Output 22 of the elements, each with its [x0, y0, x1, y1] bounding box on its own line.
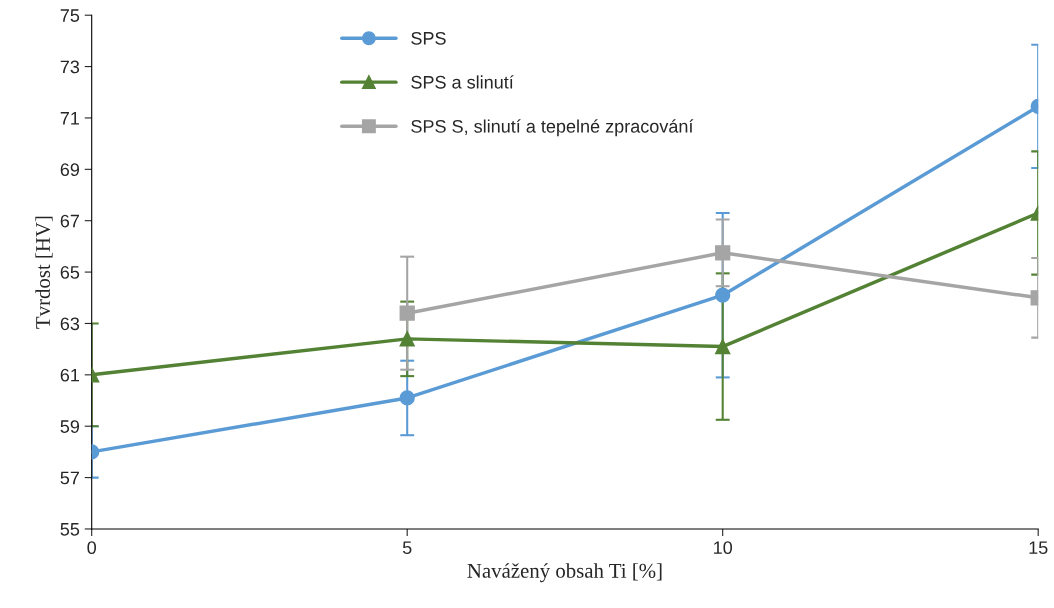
legend-label: SPS — [411, 31, 446, 45]
x-axis-title: Navážený obsah Ti [%] — [467, 563, 662, 583]
legend-label: SPS a slinutí — [411, 75, 514, 89]
y-tick-label: 57 — [60, 471, 79, 485]
x-tick-label: 5 — [402, 541, 412, 555]
y-tick-label: 75 — [60, 9, 80, 22]
y-tick-label: 71 — [60, 112, 80, 125]
point — [715, 245, 731, 261]
y-tick-label: 69 — [60, 163, 80, 177]
y-tick-label: 73 — [60, 60, 80, 74]
y-tick-label: 67 — [60, 214, 79, 228]
y-tick-label: 55 — [60, 523, 80, 536]
legend-label: SPS S, slinutí a tepelné zpracování — [411, 119, 694, 137]
point — [399, 305, 415, 321]
x-tick-label: 10 — [714, 541, 733, 555]
x-tick-label: 0 — [87, 541, 97, 555]
y-tick-label: 63 — [60, 317, 80, 331]
y-axis-title: Tvrdost [HV] — [35, 216, 53, 329]
y-tick-label: 61 — [60, 368, 80, 382]
y-tick-label: 59 — [60, 420, 80, 433]
x-tick-label: 15 — [1029, 541, 1048, 555]
y-tick-label: 65 — [60, 266, 80, 279]
